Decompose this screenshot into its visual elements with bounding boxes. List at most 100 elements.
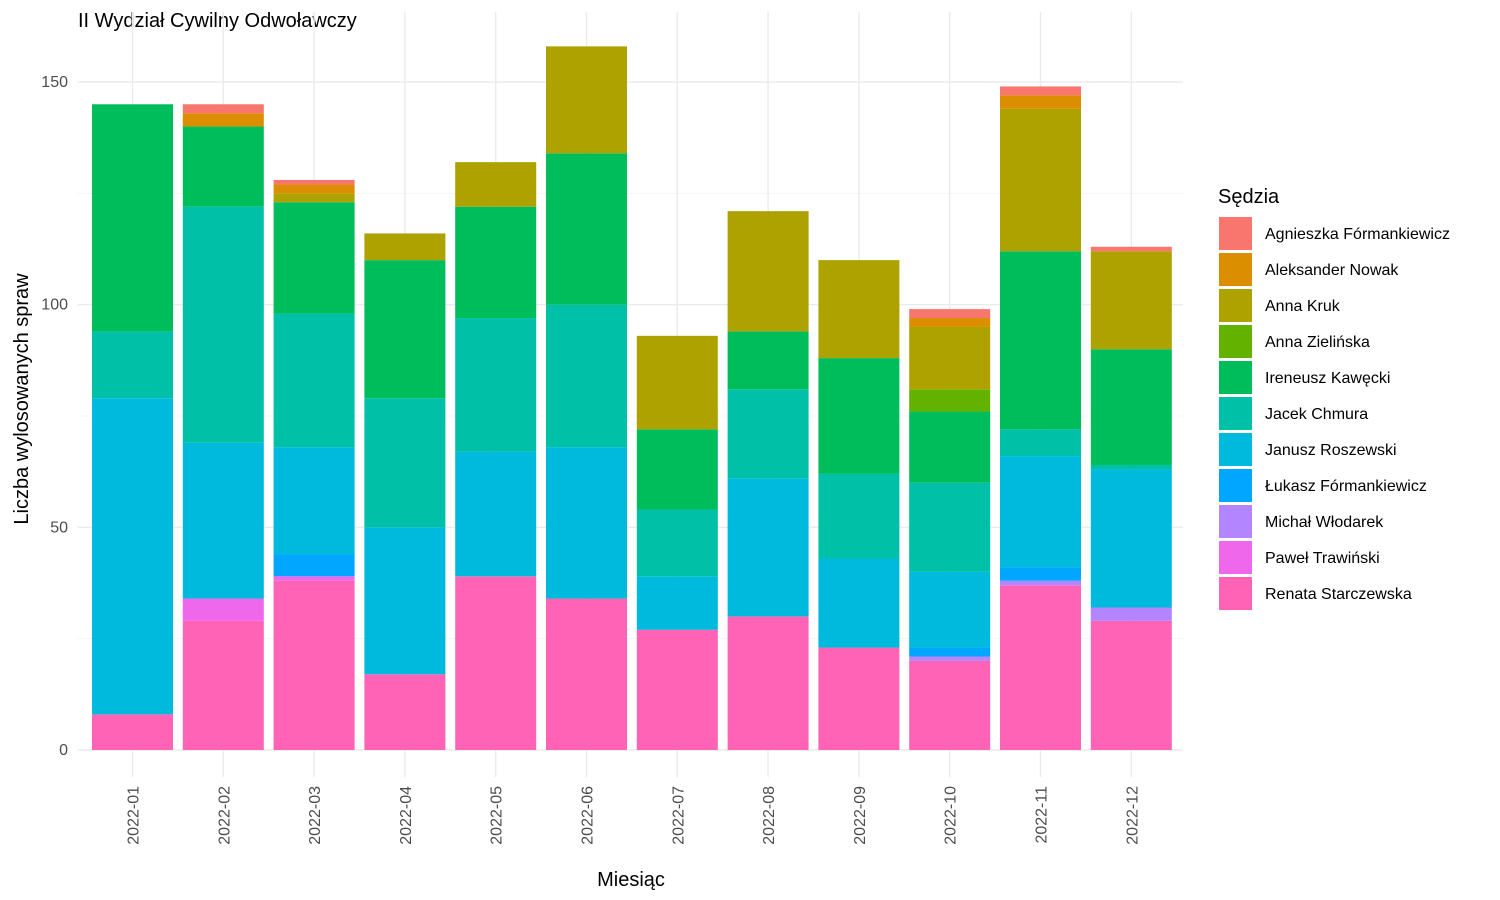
- y-tick-label: 150: [41, 74, 68, 91]
- bar-segment: 2022-09 — Janusz Roszewski: 20: [818, 558, 900, 648]
- y-axis-title: Liczba wylosowanych spraw: [11, 273, 33, 525]
- legend-swatch: [1219, 397, 1252, 430]
- bar-segment: 2022-09 — Jacek Chmura: 19: [818, 473, 900, 559]
- bar-segment: 2022-08 — Janusz Roszewski: 31: [727, 478, 809, 617]
- x-tick-label: 2022-05: [489, 786, 506, 845]
- bar-segment: 2022-03 — Agnieszka Fórmankiewicz: 1: [273, 179, 355, 185]
- bar-segment: 2022-03 — Janusz Roszewski: 24: [273, 447, 355, 555]
- bar-segment: 2022-10 — Ireneusz Kawęcki: 16: [909, 411, 991, 483]
- x-tick-label: 2022-11: [1034, 786, 1051, 844]
- bar-segment: 2022-10 — Łukasz Fórmankiewicz: 2: [909, 647, 991, 657]
- bar-segment: 2022-12 — Janusz Roszewski: 31: [1090, 469, 1172, 608]
- bar-segment: 2022-12 — Agnieszka Fórmankiewicz: 1: [1090, 246, 1172, 252]
- legend-label: Anna Kruk: [1265, 298, 1341, 315]
- bar-segment: 2022-04 — Renata Starczewska: 17: [364, 674, 446, 750]
- legend-label: Michał Włodarek: [1265, 514, 1384, 531]
- bar-segment: 2022-11 — Anna Kruk: 32: [1000, 108, 1081, 252]
- bar-segment: 2022-09 — Ireneusz Kawęcki: 26: [818, 358, 900, 474]
- x-tick-label: 2022-08: [761, 786, 778, 845]
- legend-label: Agnieszka Fórmankiewicz: [1265, 226, 1450, 243]
- legend-swatch: [1219, 541, 1252, 574]
- bar-segment: 2022-12 — Michał Włodarek: 3: [1090, 607, 1172, 621]
- legend-swatch: [1219, 253, 1252, 286]
- y-tick-label: 50: [50, 519, 68, 536]
- legend-label: Ireneusz Kawęcki: [1265, 370, 1390, 387]
- bar-segment: 2022-08 — Jacek Chmura: 20: [727, 389, 809, 479]
- bar-segment: 2022-10 — Renata Starczewska: 20: [909, 660, 991, 750]
- x-tick-label: 2022-02: [216, 786, 233, 845]
- bar-segment: 2022-07 — Janusz Roszewski: 12: [636, 576, 718, 630]
- legend-label: Anna Zielińska: [1265, 334, 1370, 351]
- bar-segment: 2022-07 — Ireneusz Kawęcki: 18: [636, 429, 718, 510]
- bar-segment: 2022-03 — Ireneusz Kawęcki: 25: [273, 202, 355, 314]
- x-axis-ticks: 2022-01 2022-02 2022-03 2022-04 2022-05 2022-…: [126, 786, 1142, 845]
- x-tick-label: 2022-06: [580, 786, 597, 845]
- bar-segment: 2022-02 — Renata Starczewska: 29: [182, 620, 264, 750]
- bar-segment: 2022-04 — Anna Kruk: 6: [364, 233, 446, 261]
- bar-segment: 2022-08 — Anna Kruk: 27: [727, 211, 809, 332]
- x-tick-label: 2022-09: [852, 786, 869, 845]
- y-tick-label: 100: [41, 297, 68, 314]
- bar-segment: 2022-05 — Jacek Chmura: 30: [455, 318, 537, 452]
- x-tick-label: 2022-12: [1124, 786, 1141, 845]
- bar-segment: 2022-03 — Paweł Trawiński: 1: [273, 576, 355, 581]
- legend-swatch: [1219, 505, 1252, 538]
- bar-segment: 2022-01 — Jacek Chmura: 15: [92, 331, 173, 399]
- legend-swatch: [1219, 469, 1252, 502]
- bar-segment: 2022-06 — Renata Starczewska: 34: [546, 598, 627, 750]
- bar-segment: 2022-01 — Renata Starczewska: 8: [92, 714, 173, 750]
- bar-segment: 2022-06 — Anna Kruk: 24: [546, 46, 627, 154]
- bar-segment: 2022-11 — Agnieszka Fórmankiewicz: 2: [1000, 86, 1081, 96]
- legend-label: Łukasz Fórmankiewicz: [1265, 478, 1427, 495]
- bar-segment: 2022-03 — Jacek Chmura: 30: [273, 313, 355, 448]
- y-tick-label: 0: [59, 742, 68, 759]
- bar-segment: 2022-02 — Paweł Trawiński: 5: [182, 598, 264, 621]
- legend-swatch: [1219, 325, 1252, 358]
- bar-segment: 2022-03 — Renata Starczewska: 38: [273, 580, 355, 750]
- bar-segment: 2022-10 — Anna Kruk: 14: [909, 326, 991, 390]
- bar-segment: 2022-02 — Ireneusz Kawęcki: 18: [182, 126, 264, 207]
- bar-segment: 2022-10 — Agnieszka Fórmankiewicz: 2: [909, 309, 991, 319]
- legend-swatch: [1219, 289, 1252, 322]
- legend-title: Sędzia: [1218, 186, 1280, 208]
- bar-segment: 2022-10 — Janusz Roszewski: 17: [909, 571, 991, 648]
- bar-segment: 2022-12 — Jacek Chmura: 1: [1090, 464, 1172, 470]
- x-tick-label: 2022-10: [943, 786, 960, 845]
- bar-segment: 2022-06 — Jacek Chmura: 32: [546, 304, 627, 448]
- bar-segment: 2022-10 — Aleksander Nowak: 2: [909, 318, 991, 327]
- bar-segment: 2022-01 — Janusz Roszewski: 71: [92, 398, 173, 715]
- bar-segment: 2022-02 — Janusz Roszewski: 35: [182, 442, 264, 599]
- bar-segment: 2022-07 — Renata Starczewska: 27: [636, 629, 718, 750]
- bar-segment: 2022-10 — Jacek Chmura: 20: [909, 482, 991, 572]
- legend-swatch: [1219, 577, 1252, 610]
- legend: Sędzia Agnieszka Fórmankiewicz Aleksander…: [1218, 186, 1450, 610]
- bar-segment: 2022-11 — Michał Włodarek: 1: [1000, 580, 1081, 586]
- legend-label: Renata Starczewska: [1265, 586, 1412, 603]
- bar-segment: 2022-03 — Łukasz Fórmankiewicz: 5: [273, 554, 355, 577]
- bar-segment: 2022-11 — Renata Starczewska: 37: [1000, 585, 1081, 750]
- bar-segment: 2022-06 — Ireneusz Kawęcki: 34: [546, 153, 627, 305]
- legend-label: Aleksander Nowak: [1265, 262, 1399, 279]
- bar-segment: 2022-02 — Aleksander Nowak: 3: [182, 113, 264, 127]
- bar-segment: 2022-07 — Jacek Chmura: 15: [636, 509, 718, 577]
- bar-segment: 2022-09 — Renata Starczewska: 23: [818, 647, 900, 750]
- bar-segment: 2022-02 — Jacek Chmura: 53: [182, 206, 264, 443]
- legend-swatch: [1219, 217, 1252, 250]
- bar-segment: 2022-03 — Anna Kruk: 2: [273, 193, 355, 203]
- bar-segment: 2022-12 — Anna Kruk: 22: [1090, 251, 1172, 350]
- bar-segment: 2022-10 — Michał Włodarek: 1: [909, 656, 991, 661]
- bar-segment: 2022-05 — Janusz Roszewski: 28: [455, 451, 537, 577]
- bar-segment: 2022-12 — Renata Starczewska: 29: [1090, 620, 1172, 750]
- bar-segment: 2022-08 — Ireneusz Kawęcki: 13: [727, 331, 809, 390]
- bar-segment: 2022-11 — Łukasz Fórmankiewicz: 3: [1000, 567, 1081, 581]
- bar-segment: 2022-10 — Anna Zielińska: 5: [909, 389, 991, 412]
- legend-label: Jacek Chmura: [1265, 406, 1368, 423]
- legend-swatch: [1219, 361, 1252, 394]
- bar-segment: 2022-11 — Jacek Chmura: 6: [1000, 429, 1081, 457]
- x-axis-title: Miesiąc: [597, 869, 665, 891]
- bar-segment: 2022-01 — Ireneusz Kawęcki: 51: [92, 104, 173, 332]
- x-tick-label: 2022-07: [670, 786, 687, 845]
- chart-title: II Wydział Cywilny Odwoławczy: [78, 10, 357, 32]
